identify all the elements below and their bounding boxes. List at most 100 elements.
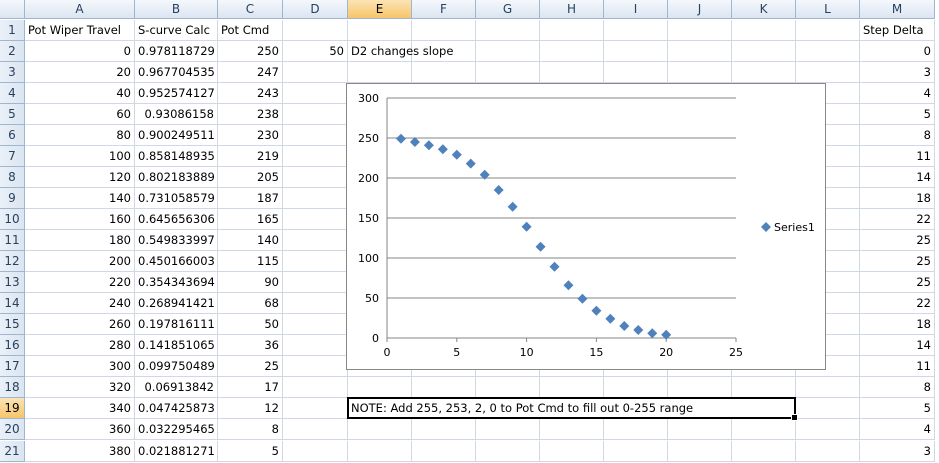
cell-A17[interactable]: 300 — [25, 356, 135, 378]
cell-H1[interactable] — [540, 19, 604, 41]
cell-B14[interactable]: 0.268941421 — [135, 293, 218, 315]
cell-L7[interactable] — [796, 145, 860, 167]
cell-D12[interactable] — [283, 251, 348, 273]
cell-M12[interactable]: 25 — [860, 251, 935, 273]
cell-H20[interactable] — [540, 419, 604, 441]
cell-G2[interactable] — [476, 40, 540, 62]
row-header-9[interactable]: 9 — [0, 187, 25, 209]
cell-L6[interactable] — [796, 124, 860, 146]
cell-B18[interactable]: 0.06913842 — [135, 377, 218, 399]
row-header-18[interactable]: 18 — [0, 377, 25, 399]
cell-B17[interactable]: 0.099750489 — [135, 356, 218, 378]
cell-I3[interactable] — [604, 61, 668, 83]
cell-B7[interactable]: 0.858148935 — [135, 145, 218, 167]
cell-M5[interactable]: 5 — [860, 103, 935, 125]
cell-L10[interactable] — [796, 208, 860, 230]
cell-C19[interactable]: 12 — [218, 398, 283, 420]
cell-D14[interactable] — [283, 293, 348, 315]
cell-F2[interactable] — [412, 40, 476, 62]
cell-M6[interactable]: 8 — [860, 124, 935, 146]
cell-C11[interactable]: 140 — [218, 230, 283, 251]
cell-M13[interactable]: 25 — [860, 272, 935, 294]
cell-M10[interactable]: 22 — [860, 208, 935, 230]
cell-B6[interactable]: 0.900249511 — [135, 124, 218, 146]
cell-J3[interactable] — [668, 61, 732, 83]
cell-J18[interactable] — [668, 377, 732, 399]
row-header-8[interactable]: 8 — [0, 166, 25, 188]
cell-A10[interactable]: 160 — [25, 208, 135, 230]
cell-B9[interactable]: 0.731058579 — [135, 187, 218, 209]
cell-C5[interactable]: 238 — [218, 103, 283, 125]
cell-H3[interactable] — [540, 61, 604, 83]
cell-L5[interactable] — [796, 103, 860, 125]
cell-B20[interactable]: 0.032295465 — [135, 419, 218, 441]
cell-D16[interactable] — [283, 335, 348, 357]
cell-C4[interactable]: 243 — [218, 82, 283, 104]
cell-L2[interactable] — [796, 40, 860, 62]
column-header-H[interactable]: H — [540, 0, 604, 19]
cell-L11[interactable] — [796, 230, 860, 251]
row-header-13[interactable]: 13 — [0, 272, 25, 294]
cell-C9[interactable]: 187 — [218, 187, 283, 209]
row-header-12[interactable]: 12 — [0, 251, 25, 273]
cell-B10[interactable]: 0.645656306 — [135, 208, 218, 230]
cell-L14[interactable] — [796, 293, 860, 315]
row-header-20[interactable]: 20 — [0, 419, 25, 441]
cell-D6[interactable] — [283, 124, 348, 146]
cell-F18[interactable] — [412, 377, 476, 399]
cell-L20[interactable] — [796, 419, 860, 441]
cell-B5[interactable]: 0.93086158 — [135, 103, 218, 125]
column-header-C[interactable]: C — [218, 0, 283, 19]
column-header-G[interactable]: G — [476, 0, 540, 19]
column-header-M[interactable]: M — [860, 0, 935, 19]
cell-L16[interactable] — [796, 335, 860, 357]
cell-G1[interactable] — [476, 19, 540, 41]
column-header-F[interactable]: F — [412, 0, 476, 19]
cell-C7[interactable]: 219 — [218, 145, 283, 167]
cell-A21[interactable]: 380 — [25, 440, 135, 462]
cell-F20[interactable] — [412, 419, 476, 441]
cell-C12[interactable]: 115 — [218, 251, 283, 273]
cell-A6[interactable]: 80 — [25, 124, 135, 146]
cell-K1[interactable] — [732, 19, 796, 41]
cell-D18[interactable] — [283, 377, 348, 399]
cell-K2[interactable] — [732, 40, 796, 62]
cell-L1[interactable] — [796, 19, 860, 41]
cell-C18[interactable]: 17 — [218, 377, 283, 399]
row-header-3[interactable]: 3 — [0, 61, 25, 83]
cell-B19[interactable]: 0.047425873 — [135, 398, 218, 420]
column-header-A[interactable]: A — [25, 0, 135, 19]
row-header-5[interactable]: 5 — [0, 103, 25, 125]
row-header-17[interactable]: 17 — [0, 356, 25, 378]
cell-E18[interactable] — [348, 377, 412, 399]
scatter-chart[interactable]: 0 50 100 150 200 250 300 0 5 10 15 20 25 Series1 — [346, 83, 826, 370]
cell-M7[interactable]: 11 — [860, 145, 935, 167]
cell-D5[interactable] — [283, 103, 348, 125]
cell-A8[interactable]: 120 — [25, 166, 135, 188]
cell-C20[interactable]: 8 — [218, 419, 283, 441]
cell-K21[interactable] — [732, 440, 796, 462]
cell-H18[interactable] — [540, 377, 604, 399]
row-header-1[interactable]: 1 — [0, 19, 25, 41]
cell-A4[interactable]: 40 — [25, 82, 135, 104]
cell-M9[interactable]: 18 — [860, 187, 935, 209]
cell-F1[interactable] — [412, 19, 476, 41]
cell-D19[interactable] — [283, 398, 348, 420]
cell-C21[interactable]: 5 — [218, 440, 283, 462]
cell-D21[interactable] — [283, 440, 348, 462]
cell-A18[interactable]: 320 — [25, 377, 135, 399]
cell-G3[interactable] — [476, 61, 540, 83]
cell-A15[interactable]: 260 — [25, 314, 135, 336]
column-header-L[interactable]: L — [796, 0, 860, 19]
cell-C8[interactable]: 205 — [218, 166, 283, 188]
cell-A19[interactable]: 340 — [25, 398, 135, 420]
cell-M14[interactable]: 22 — [860, 293, 935, 315]
cell-D13[interactable] — [283, 272, 348, 294]
cell-A11[interactable]: 180 — [25, 230, 135, 251]
cell-A16[interactable]: 280 — [25, 335, 135, 357]
cell-C10[interactable]: 165 — [218, 208, 283, 230]
cell-M11[interactable]: 25 — [860, 230, 935, 251]
cell-J1[interactable] — [668, 19, 732, 41]
cell-L12[interactable] — [796, 251, 860, 273]
row-header-21[interactable]: 21 — [0, 440, 25, 462]
